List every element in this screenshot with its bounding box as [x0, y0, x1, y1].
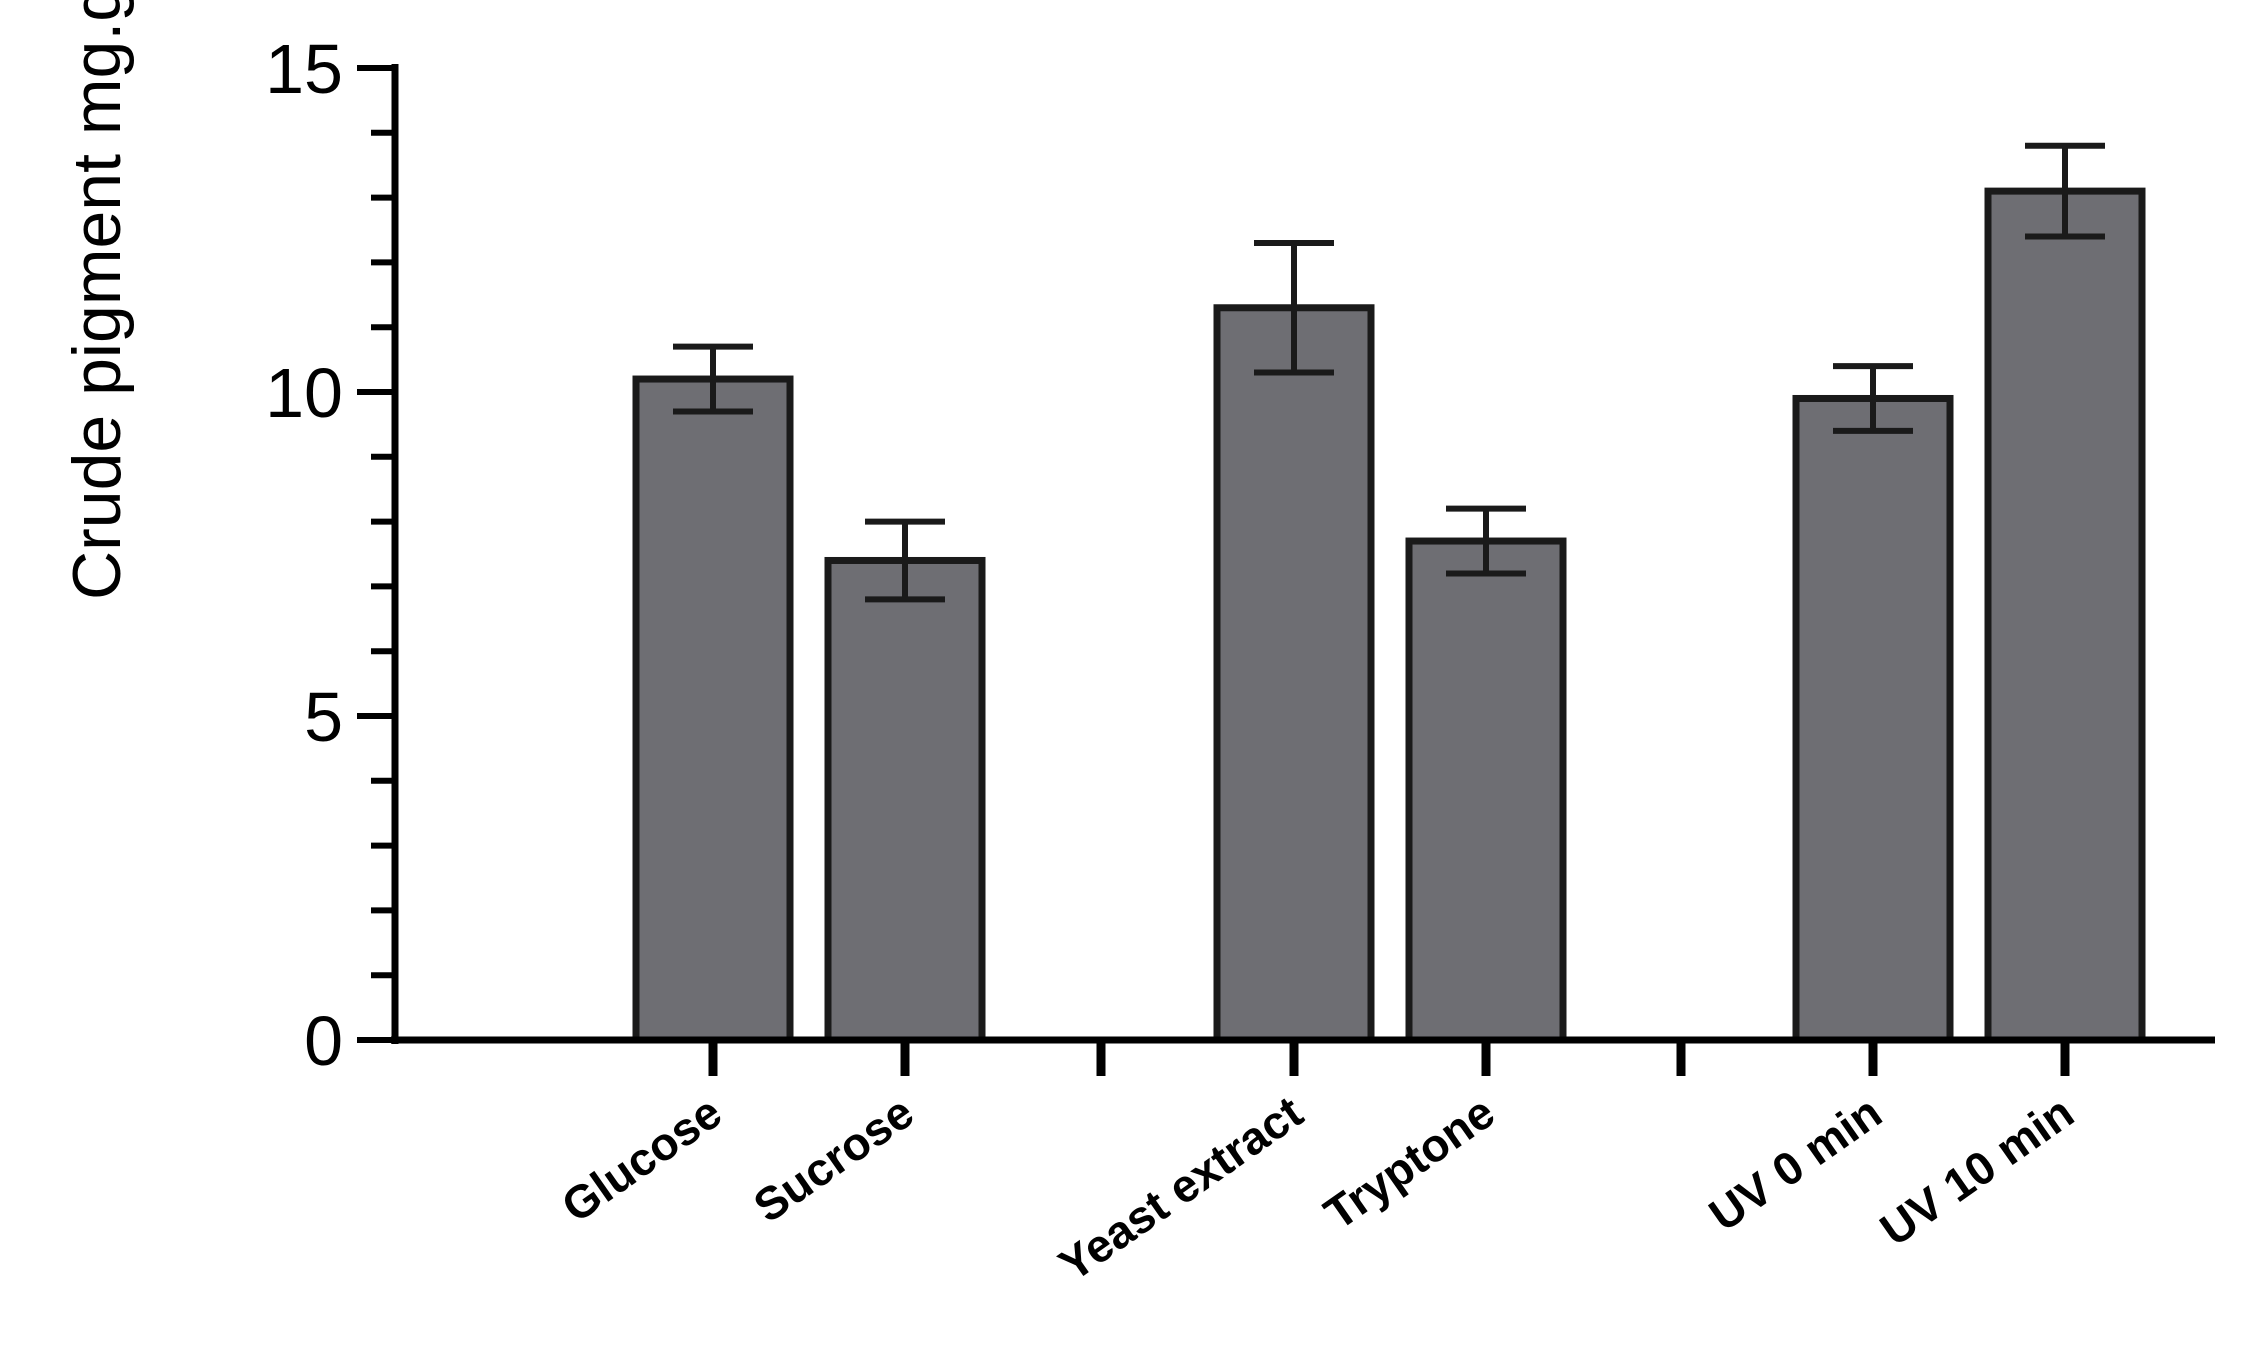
bar-tryptone	[1405, 537, 1567, 1044]
x-tick-label: Yeast extract	[1049, 1086, 1311, 1291]
x-tick-label: Sucrose	[744, 1086, 923, 1233]
x-tick-label: Glucose	[552, 1086, 731, 1233]
y-tick-label: 15	[265, 30, 343, 108]
bars-layer	[632, 187, 2146, 1044]
y-axis-title: Crude pigment mg.g-1	[53, 0, 135, 600]
error-bars-layer	[673, 142, 2105, 603]
y-tick-label: 10	[265, 354, 343, 432]
x-tick-label: UV 10 min	[1871, 1086, 2083, 1256]
error-bar-yeast-extract	[1254, 239, 1334, 376]
error-bar-sucrose	[865, 518, 945, 603]
y-tick-label: 5	[304, 678, 343, 756]
category-labels: Glucose Sucrose Yeast extract Tryptone UV 0 …	[552, 1086, 2083, 1291]
error-bar-uv-10-min	[2025, 142, 2105, 240]
axes	[391, 64, 2215, 1044]
error-bar-uv-0-min	[1833, 363, 1913, 434]
y-axis-title-text: Crude pigment mg.g	[59, 0, 135, 600]
x-tick-label: Tryptone	[1315, 1086, 1504, 1240]
y-ticks: 0 5 10 15	[265, 30, 395, 1080]
bar-uv-10-min	[1984, 187, 2146, 1044]
bar-yeast-extract	[1213, 304, 1375, 1044]
error-bar-glucose	[673, 343, 753, 415]
y-tick-label: 0	[304, 1002, 343, 1080]
bar-sucrose	[824, 556, 986, 1044]
error-bar-tryptone	[1446, 505, 1526, 577]
bar-glucose	[632, 375, 794, 1044]
bar-uv-0-min	[1792, 394, 1954, 1044]
x-ticks	[708, 1040, 2070, 1076]
x-tick-label: UV 0 min	[1700, 1086, 1891, 1241]
